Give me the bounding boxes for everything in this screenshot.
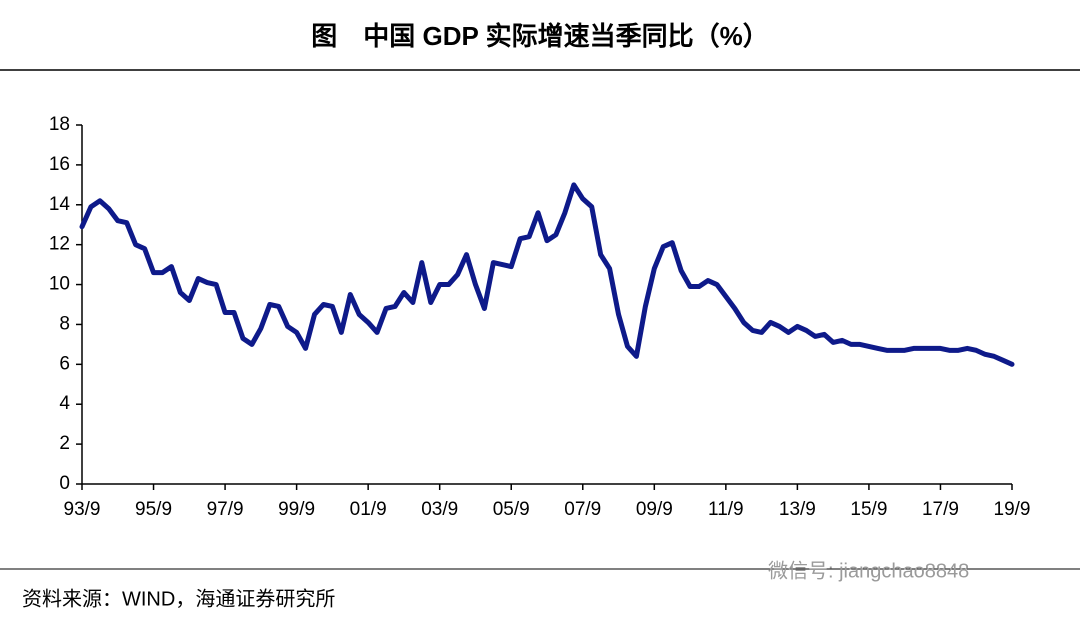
y-tick-label: 16: [49, 154, 70, 175]
x-tick-label: 09/9: [636, 499, 673, 520]
x-tick-label: 17/9: [922, 499, 959, 520]
x-tick-label: 93/9: [64, 499, 101, 520]
x-tick-label: 05/9: [493, 499, 530, 520]
x-tick-label: 15/9: [850, 499, 887, 520]
y-tick-label: 12: [49, 234, 70, 255]
watermark: 微信号: jiangchao8848: [768, 559, 969, 582]
x-tick-label: 01/9: [350, 499, 387, 520]
x-tick-label: 99/9: [278, 499, 315, 520]
chart-title: 图 中国 GDP 实际增速当季同比（%）: [311, 21, 768, 51]
source: 资料来源：WIND，海通证券研究所: [22, 587, 335, 610]
y-tick-label: 14: [49, 194, 71, 215]
x-tick-label: 03/9: [421, 499, 458, 520]
x-tick-label: 07/9: [564, 499, 601, 520]
y-tick-label: 10: [49, 274, 70, 295]
y-tick-label: 8: [59, 313, 70, 334]
x-tick-label: 11/9: [708, 499, 744, 520]
x-tick-label: 95/9: [135, 499, 172, 520]
x-tick-label: 97/9: [207, 499, 244, 520]
y-tick-label: 6: [59, 353, 70, 374]
y-tick-label: 18: [49, 114, 70, 135]
x-tick-label: 13/9: [779, 499, 816, 520]
line-series: [79, 182, 1015, 367]
x-tick-label: 19/9: [994, 499, 1031, 520]
y-tick-label: 0: [59, 473, 70, 494]
y-tick-label: 4: [59, 393, 70, 414]
y-tick-label: 2: [59, 433, 70, 454]
